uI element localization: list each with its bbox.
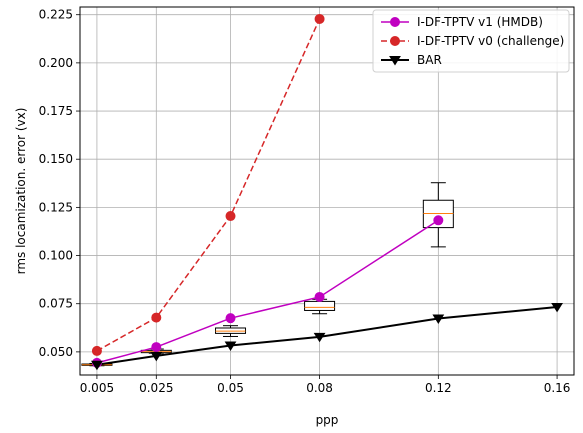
box-body xyxy=(304,300,336,311)
data-point xyxy=(225,313,236,324)
y-tick-label: 0.125 xyxy=(39,200,73,214)
y-tick-label: 0.175 xyxy=(39,104,73,118)
x-tick-label: 0.005 xyxy=(80,381,114,395)
data-point xyxy=(551,302,563,313)
y-tick-label: 0.075 xyxy=(39,297,73,311)
legend-label: BAR xyxy=(417,53,442,67)
legend-label: I-DF-TPTV v0 (challenge) xyxy=(417,34,564,48)
axis-ticks: 0.005 0.025 0.05 0.08 0.12 0.16 0.050 0.075 0.10… xyxy=(39,8,571,395)
grid xyxy=(80,7,574,375)
data-point xyxy=(432,314,445,324)
y-axis-label: rms locamization. error (vx) xyxy=(14,108,28,275)
x-tick-label: 0.12 xyxy=(425,381,452,395)
legend-marker xyxy=(390,17,400,27)
data-point xyxy=(151,312,162,323)
y-tick-label: 0.050 xyxy=(39,345,73,359)
data-point xyxy=(313,332,326,343)
x-axis-label: ppp xyxy=(316,413,339,427)
x-tick-label: 0.08 xyxy=(306,381,333,395)
series-markers xyxy=(91,13,563,371)
legend-marker xyxy=(390,36,400,46)
plot-frame xyxy=(79,6,575,376)
y-tick-label: 0.100 xyxy=(39,249,73,263)
legend-marker xyxy=(389,56,401,66)
data-point xyxy=(150,351,163,362)
data-point xyxy=(314,13,325,24)
series-line xyxy=(96,18,321,352)
legend-label: I-DF-TPTV v1 (HMDB) xyxy=(417,15,543,29)
data-point xyxy=(224,341,237,351)
data-point xyxy=(91,360,103,371)
x-tick-label: 0.16 xyxy=(544,381,571,395)
legend: I-DF-TPTV v1 (HMDB) I-DF-TPTV v0 (challen… xyxy=(372,9,570,73)
x-tick-label: 0.05 xyxy=(217,381,244,395)
data-point xyxy=(314,291,325,302)
data-point xyxy=(91,345,102,356)
data-point xyxy=(225,211,236,222)
y-tick-label: 0.225 xyxy=(39,8,73,22)
legend-box xyxy=(372,9,570,73)
x-tick-label: 0.025 xyxy=(139,381,173,395)
y-tick-label: 0.200 xyxy=(39,56,73,70)
data-point xyxy=(433,215,444,226)
series-line xyxy=(96,305,558,366)
data-point xyxy=(151,342,162,353)
y-tick-label: 0.150 xyxy=(39,152,73,166)
